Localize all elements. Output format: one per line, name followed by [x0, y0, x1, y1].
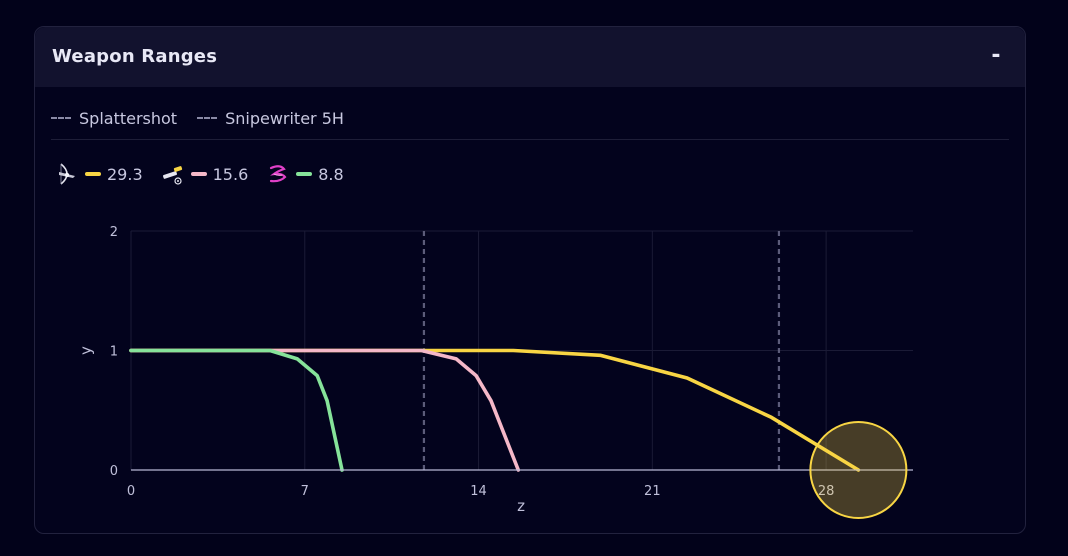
series-line — [129, 348, 344, 472]
x-tick-label: 21 — [644, 484, 661, 499]
chart-axes: 0 7 14 21 28 0 1 2 z y — [77, 225, 913, 515]
panel-header: Weapon Ranges - — [35, 27, 1025, 87]
legend-label: Splattershot — [79, 108, 178, 128]
dashed-line-swatch — [197, 117, 218, 119]
weapon-legend: 29.3 15.6 8.8 — [55, 159, 362, 189]
weapon-legend-item-1[interactable]: 29.3 — [55, 162, 143, 186]
y-axis-label: y — [77, 346, 95, 355]
roller-weapon-icon — [162, 166, 182, 185]
bow-weapon-icon — [59, 163, 75, 185]
panel-title: Weapon Ranges — [52, 46, 218, 67]
endpoint-highlight-circle — [809, 421, 908, 519]
series-lines — [129, 348, 861, 472]
series-swatch — [190, 172, 207, 176]
endpoint-highlight — [809, 421, 908, 519]
x-tick-label: 7 — [301, 484, 309, 499]
collapse-button[interactable]: - — [991, 43, 1001, 68]
x-tick-label: 0 — [127, 484, 135, 499]
series-swatch — [296, 172, 313, 176]
x-tick-label: 28 — [818, 484, 835, 499]
reference-legend: Splattershot Snipewriter 5H — [51, 107, 364, 129]
weapon-legend-item-3[interactable]: 8.8 — [266, 162, 344, 186]
weapon-range-chart: 0 7 14 21 28 0 1 2 z y — [77, 225, 913, 519]
weapon-ranges-panel: Weapon Ranges - Splattershot Snipewriter… — [34, 26, 1026, 534]
y-tick-label: 0 — [110, 464, 118, 479]
swirl-weapon-icon — [270, 165, 287, 183]
y-tick-label: 1 — [110, 345, 118, 360]
weapon-range-value: 15.6 — [212, 164, 249, 184]
legend-label: Snipewriter 5H — [225, 108, 344, 128]
legend-item-snipewriter[interactable]: Snipewriter 5H — [197, 109, 344, 128]
weapon-legend-item-2[interactable]: 15.6 — [161, 162, 249, 186]
x-tick-label: 14 — [470, 484, 487, 499]
y-tick-label: 2 — [110, 225, 118, 240]
dashed-line-swatch — [51, 117, 71, 119]
legend-item-splattershot[interactable]: Splattershot — [51, 109, 177, 128]
x-axis-label: z — [517, 497, 525, 515]
series-swatch — [85, 172, 101, 176]
weapon-range-value: 29.3 — [107, 164, 143, 184]
weapon-range-value: 8.8 — [318, 164, 344, 184]
divider — [51, 139, 1009, 140]
series-line — [129, 348, 521, 472]
